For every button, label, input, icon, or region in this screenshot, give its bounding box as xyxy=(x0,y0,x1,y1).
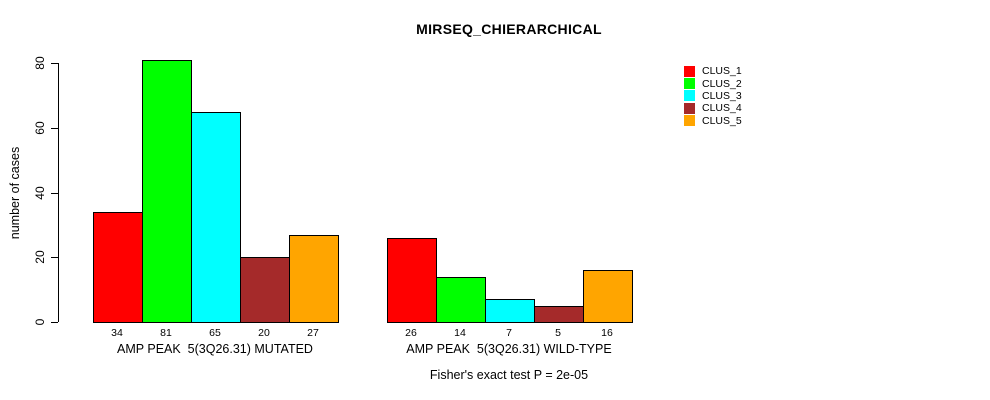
bar-clus_3-group2 xyxy=(484,299,535,323)
group-label-mutated: AMP PEAK 5(3Q26.31) MUTATED xyxy=(117,342,313,356)
bar-value-label: 16 xyxy=(601,327,613,339)
bar-value-label: 5 xyxy=(555,327,561,339)
y-tick xyxy=(51,128,58,129)
y-tick xyxy=(51,193,58,194)
bar-value-label: 26 xyxy=(405,327,417,339)
y-tick xyxy=(51,322,58,323)
bar-value-label: 34 xyxy=(111,327,123,339)
bar-value-label: 27 xyxy=(307,327,319,339)
bar-value-label: 14 xyxy=(454,327,466,339)
legend-label: CLUS_4 xyxy=(702,102,742,115)
y-axis-line xyxy=(58,63,59,322)
legend: CLUS_1 CLUS_2 CLUS_3 CLUS_4 CLUS_5 xyxy=(684,65,742,127)
legend-swatch xyxy=(684,102,695,114)
legend-label: CLUS_2 xyxy=(702,77,742,90)
bar-clus_1-group2 xyxy=(386,238,437,323)
legend-item-clus_2: CLUS_2 xyxy=(684,77,742,90)
chart-title: MIRSEQ_CHIERARCHICAL xyxy=(416,21,602,37)
bar-value-label: 20 xyxy=(258,327,270,339)
legend-item-clus_4: CLUS_4 xyxy=(684,102,742,114)
legend-label: CLUS_1 xyxy=(702,65,742,78)
bar-clus_1-group1 xyxy=(92,212,143,323)
bar-value-label: 81 xyxy=(160,327,172,339)
bar-clus_4-group1 xyxy=(239,257,290,323)
bar-clus_2-group2 xyxy=(435,277,486,323)
bar-clus_5-group1 xyxy=(288,235,339,323)
legend-swatch xyxy=(684,65,695,77)
y-tick-label: 60 xyxy=(33,121,47,135)
legend-label: CLUS_5 xyxy=(702,114,742,127)
legend-swatch xyxy=(684,115,695,127)
bar-clus_3-group1 xyxy=(190,112,241,323)
bar-value-label: 7 xyxy=(506,327,512,339)
bar-value-label: 65 xyxy=(209,327,221,339)
legend-swatch xyxy=(684,90,695,102)
y-tick-label: 40 xyxy=(33,186,47,200)
legend-swatch xyxy=(684,78,695,90)
group-label-wildtype: AMP PEAK 5(3Q26.31) WILD-TYPE xyxy=(406,342,612,356)
legend-label: CLUS_3 xyxy=(702,89,742,102)
bar-clus_2-group1 xyxy=(141,60,192,323)
fisher-test-annotation: Fisher's exact test P = 2e-05 xyxy=(429,368,589,382)
y-tick xyxy=(51,257,58,258)
y-tick xyxy=(51,63,58,64)
y-tick-label: 0 xyxy=(33,318,47,326)
y-axis-title: number of cases xyxy=(8,146,22,240)
bar-clus_5-group2 xyxy=(582,270,633,323)
legend-item-clus_3: CLUS_3 xyxy=(684,90,742,102)
legend-item-clus_1: CLUS_1 xyxy=(684,65,742,77)
legend-item-clus_5: CLUS_5 xyxy=(684,115,742,127)
bar-clus_4-group2 xyxy=(533,306,584,323)
y-tick-label: 20 xyxy=(33,250,47,264)
y-tick-label: 80 xyxy=(33,56,47,70)
